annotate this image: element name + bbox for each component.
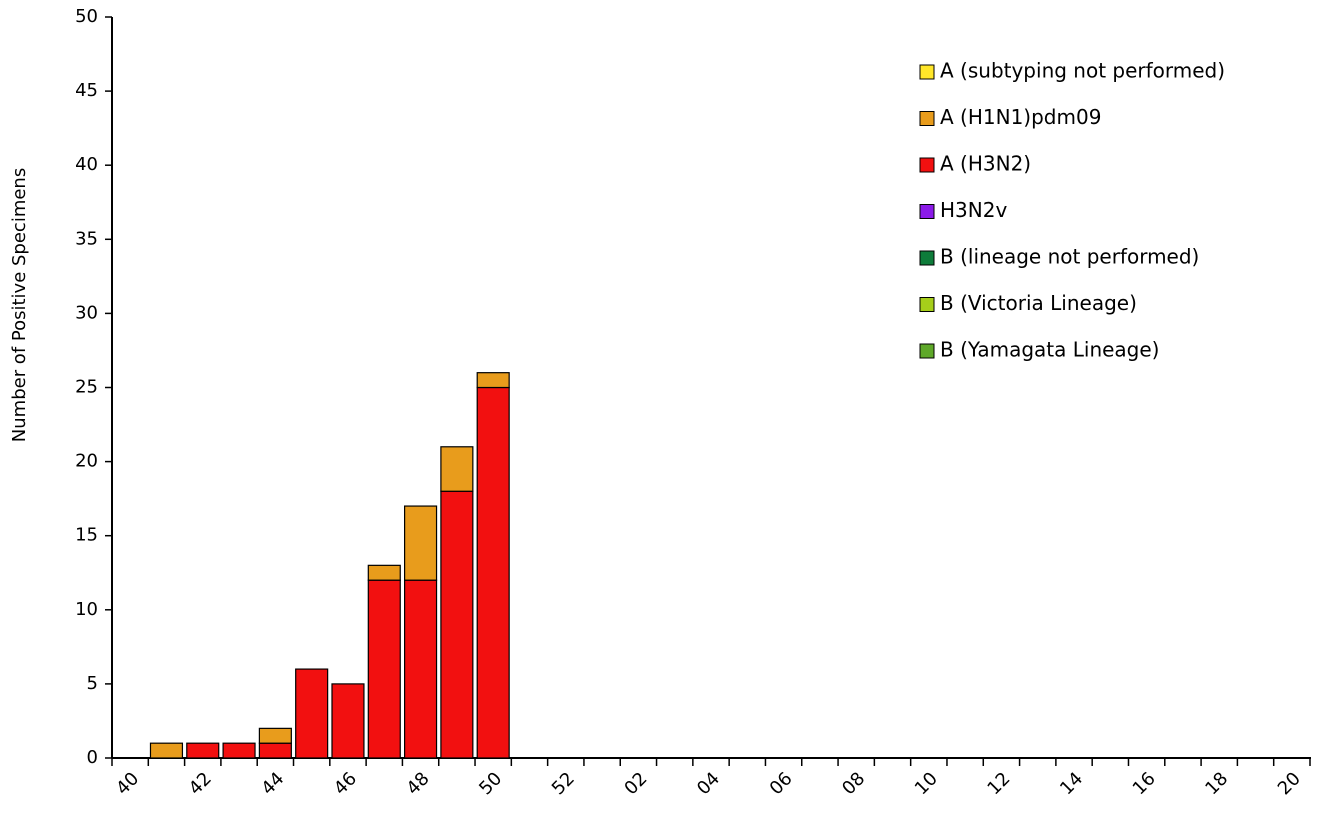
bar-segment bbox=[258, 727, 292, 744]
legend-label: B (Victoria Lineage) bbox=[940, 291, 1137, 315]
bar-segment bbox=[404, 505, 438, 581]
legend-label: B (Yamagata Lineage) bbox=[940, 338, 1159, 362]
x-tick-label: 48 bbox=[403, 768, 434, 799]
bar-segment bbox=[295, 668, 329, 759]
legend-label: H3N2v bbox=[940, 198, 1007, 222]
bar-segment bbox=[404, 579, 438, 759]
x-tick-label: 44 bbox=[257, 768, 288, 799]
bar-segment bbox=[367, 579, 401, 759]
x-tick-label: 46 bbox=[330, 768, 361, 799]
legend-swatch bbox=[919, 250, 935, 266]
x-tick-label: 06 bbox=[766, 768, 797, 799]
bar-segment bbox=[367, 564, 401, 581]
bar-segment bbox=[476, 386, 510, 759]
legend-label: A (H1N1)pdm09 bbox=[940, 105, 1101, 129]
x-tick-label: 16 bbox=[1129, 768, 1160, 799]
y-tick-label: 45 bbox=[75, 80, 98, 101]
x-tick-label: 14 bbox=[1056, 768, 1087, 799]
bar-segment bbox=[222, 742, 256, 759]
y-tick-label: 5 bbox=[87, 673, 98, 694]
legend-swatch bbox=[919, 343, 935, 359]
x-tick-label: 04 bbox=[693, 768, 724, 799]
bar-segment bbox=[186, 742, 220, 759]
bar-segment bbox=[331, 683, 365, 759]
y-tick-label: 15 bbox=[75, 525, 98, 546]
x-tick-label: 40 bbox=[112, 768, 143, 799]
x-tick-label: 52 bbox=[548, 768, 579, 799]
bar-segment bbox=[258, 742, 292, 759]
y-axis-label: Number of Positive Specimens bbox=[9, 168, 30, 442]
legend-swatch bbox=[919, 111, 935, 126]
y-tick-label: 35 bbox=[75, 228, 98, 249]
y-tick-label: 30 bbox=[75, 302, 98, 323]
bar-segment bbox=[149, 742, 184, 759]
y-tick-label: 10 bbox=[75, 599, 98, 620]
y-tick-label: 25 bbox=[75, 377, 98, 398]
legend-label: A (subtyping not performed) bbox=[940, 59, 1225, 83]
y-tick-label: 40 bbox=[75, 154, 98, 175]
x-tick-label: 18 bbox=[1201, 768, 1232, 799]
x-tick-label: 08 bbox=[838, 768, 869, 799]
legend-swatch bbox=[919, 297, 935, 312]
x-tick-label: 20 bbox=[1274, 768, 1305, 799]
y-tick-label: 50 bbox=[75, 6, 98, 27]
y-tick-label: 0 bbox=[87, 747, 98, 768]
bar-segment bbox=[440, 490, 474, 759]
bar-segment bbox=[476, 372, 510, 389]
bar-segment bbox=[440, 446, 474, 492]
x-tick-label: 12 bbox=[983, 768, 1014, 799]
x-tick-label: 50 bbox=[475, 768, 506, 799]
legend-label: B (lineage not performed) bbox=[940, 245, 1199, 269]
y-tick-label: 20 bbox=[75, 451, 98, 472]
x-tick-label: 02 bbox=[620, 768, 651, 799]
legend-label: A (H3N2) bbox=[940, 152, 1031, 176]
x-tick-label: 42 bbox=[185, 768, 216, 799]
x-tick-label: 10 bbox=[911, 768, 942, 799]
legend-swatch bbox=[919, 204, 935, 219]
legend-swatch bbox=[919, 157, 935, 173]
legend-swatch bbox=[919, 64, 935, 80]
